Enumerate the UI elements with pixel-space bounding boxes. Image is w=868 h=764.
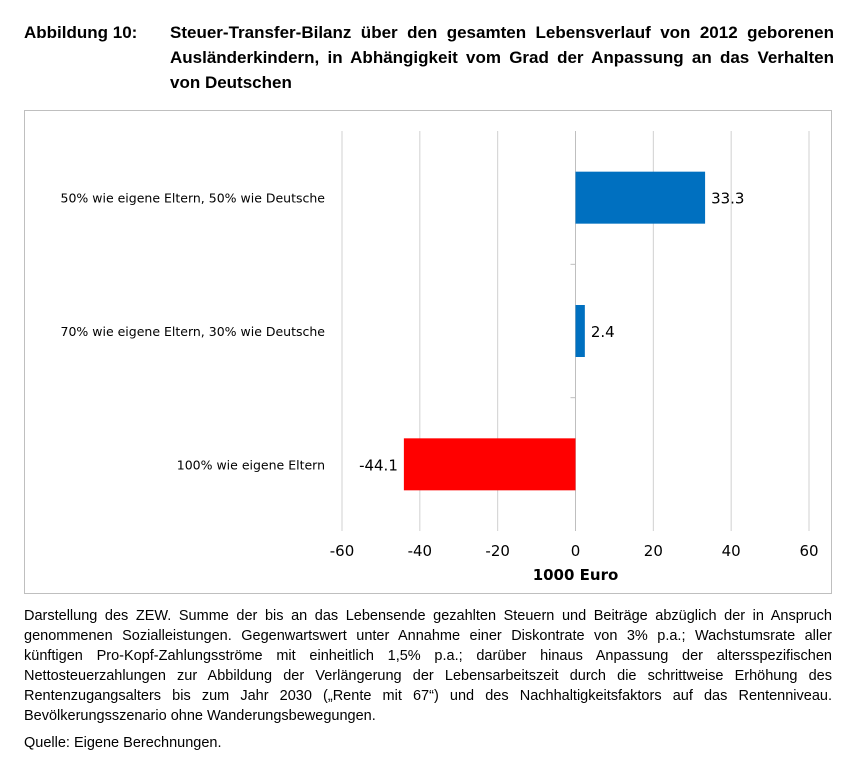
bar — [403, 438, 576, 491]
bar — [575, 305, 585, 357]
data-label: -44.1 — [359, 456, 398, 474]
category-label: 70% wie eigene Eltern, 30% wie Deutsche — [61, 324, 326, 339]
figure-header: Abbildung 10: Steuer-Transfer-Bilanz übe… — [24, 20, 834, 100]
bar-layer — [403, 171, 706, 491]
x-tick-label: 60 — [799, 542, 818, 560]
data-label: 2.4 — [591, 323, 615, 341]
x-axis-title: 1000 Euro — [533, 566, 619, 584]
figure-label: Abbildung 10: — [24, 23, 138, 42]
x-tick-label: -60 — [330, 542, 355, 560]
x-tick-label: 0 — [571, 542, 581, 560]
x-tick-label: 40 — [722, 542, 741, 560]
x-tick-label: 20 — [644, 542, 663, 560]
bar — [575, 171, 706, 224]
bar-chart: 50% wie eigene Eltern, 50% wie Deutsche 3… — [61, 131, 819, 584]
data-label: 33.3 — [711, 190, 744, 208]
figure-notes: Darstellung des ZEW. Summe der bis an da… — [24, 608, 832, 724]
label-layer: 50% wie eigene Eltern, 50% wie Deutsche 3… — [61, 190, 819, 584]
category-label: 100% wie eigene Eltern — [177, 457, 325, 472]
figure-source: Quelle: Eigene Berechnungen. — [24, 735, 222, 751]
figure-title: Steuer-Transfer-Bilanz über den gesamten… — [170, 23, 834, 92]
x-tick-label: -20 — [485, 542, 510, 560]
chart-frame: 50% wie eigene Eltern, 50% wie Deutsche 3… — [24, 110, 832, 594]
category-label: 50% wie eigene Eltern, 50% wie Deutsche — [61, 191, 326, 206]
x-tick-label: -40 — [408, 542, 433, 560]
